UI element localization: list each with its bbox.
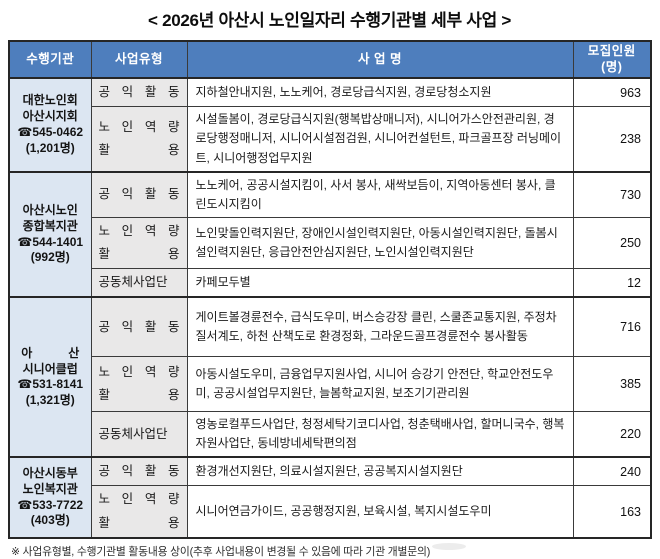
table-row: 아산시동부 노인복지관 ☎533-7722 (403명) 공 익 활 동 환경개…: [8, 456, 652, 539]
count-cell: 238: [572, 106, 652, 173]
type-cell: 공 익 활 동: [90, 296, 188, 357]
footnote: ※ 사업유형별, 수행기관별 활동내용 상이(추후 사업내용이 변경될 수 있음…: [11, 545, 431, 558]
type-cell: 노 인 역 량 활 용: [90, 217, 188, 270]
count-cell: 240: [572, 456, 652, 487]
org-cell-asan-east-welfare: 아산시동부 노인복지관 ☎533-7722 (403명): [8, 456, 92, 539]
count-cell: 12: [572, 268, 652, 298]
count-cell: 163: [572, 485, 652, 539]
org-cell-asan-senior-welfare: 아산시노인 종합복지관 ☎544-1401 (992명): [8, 170, 92, 298]
type-cell: 노 인 역 량 활 용: [90, 355, 188, 412]
project-names-cell: 카페모두별: [186, 268, 574, 298]
header-row: 수행기관 사업유형 사 업 명 모집인원 (명): [8, 40, 652, 79]
type-cell: 노 인 역 량 활 용: [90, 106, 188, 173]
table-row: 공동체사업단 영농로컬푸드사업단, 청정세탁기코디사업, 청춘택배사업, 할머니…: [9, 410, 652, 458]
table-row: 아 산 시니어클럽 ☎531-8141 (1,321명) 공 익 활 동 게이트…: [8, 296, 652, 458]
project-names-cell: 환경개선지원단, 의료시설지원단, 공공복지시설지원단: [186, 456, 574, 487]
table-row: 노 인 역 량 활 용 시설돌봄이, 경로당급식지원(행복밥상매니저), 시니어…: [9, 106, 652, 173]
table-row: 노 인 역 량 활 용 아동시설도우미, 금융업무지원사업, 시니어 승강기 안…: [9, 355, 652, 412]
count-cell: 250: [572, 217, 652, 270]
type-cell: 공동체사업단: [90, 410, 188, 458]
project-names-cell: 시설돌봄이, 경로당급식지원(행복밥상매니저), 시니어가스안전관리원, 경로당…: [186, 106, 574, 173]
table-row: 노 인 역 량 활 용 노인맞돌인력지원단, 장애인시설인력지원단, 아동시설인…: [9, 217, 652, 270]
table-row: 아산시노인 종합복지관 ☎544-1401 (992명) 공 익 활 동 노노케…: [8, 170, 652, 298]
org-cell-daehan: 대한노인회 아산시지회 ☎545-0462 (1,201명): [8, 77, 92, 173]
type-cell: 공동체사업단: [90, 268, 188, 298]
org-cell-asan-senior-club: 아 산 시니어클럽 ☎531-8141 (1,321명): [8, 296, 92, 458]
col-header-name: 사 업 명: [186, 40, 574, 79]
count-cell: 385: [572, 355, 652, 412]
project-names-cell: 아동시설도우미, 금융업무지원사업, 시니어 승강기 안전단, 학교안전도우미,…: [186, 355, 574, 412]
count-cell: 963: [572, 77, 652, 108]
count-cell: 730: [572, 170, 652, 219]
col-header-count: 모집인원 (명): [572, 40, 652, 79]
project-names-cell: 노인맞돌인력지원단, 장애인시설인력지원단, 아동시설인력지원단, 돌봄시설인력…: [186, 217, 574, 270]
type-cell: 노 인 역 량 활 용: [90, 485, 188, 539]
project-names-cell: 지하철안내지원, 노노케어, 경로당급식지원, 경로당청소지원: [186, 77, 574, 108]
col-header-type: 사업유형: [90, 40, 188, 79]
table-row: 노 인 역 량 활 용 시니어연금가이드, 공공행정지원, 보육시설, 복지시설…: [9, 485, 652, 539]
col-header-org: 수행기관: [8, 40, 92, 79]
project-names-cell: 노노케어, 공공시설지킴이, 사서 봉사, 새싹보듬이, 지역아동센터 봉사, …: [186, 170, 574, 219]
page-title: < 2026년 아산시 노인일자리 수행기관별 세부 사업 >: [148, 11, 511, 30]
type-cell: 공 익 활 동: [90, 456, 188, 487]
type-cell: 공 익 활 동: [90, 77, 188, 108]
table-row: 대한노인회 아산시지회 ☎545-0462 (1,201명) 공 익 활 동 지…: [8, 77, 652, 173]
project-names-cell: 영농로컬푸드사업단, 청정세탁기코디사업, 청춘택배사업, 할머니국수, 행복자…: [186, 410, 574, 458]
count-cell: 716: [572, 296, 652, 357]
type-cell: 공 익 활 동: [90, 170, 188, 219]
count-cell: 220: [572, 410, 652, 458]
project-names-cell: 시니어연금가이드, 공공행정지원, 보육시설, 복지시설도우미: [186, 485, 574, 539]
smudge-mark: [432, 543, 466, 550]
programs-table: 수행기관 사업유형 사 업 명 모집인원 (명) 대한노인회 아산시지회 ☎54…: [8, 40, 652, 539]
project-names-cell: 게이트볼경륜전수, 급식도우미, 버스승강장 클린, 스쿨존교통지원, 주정차질…: [186, 296, 574, 357]
table-row: 공동체사업단 카페모두별 12: [9, 268, 652, 298]
